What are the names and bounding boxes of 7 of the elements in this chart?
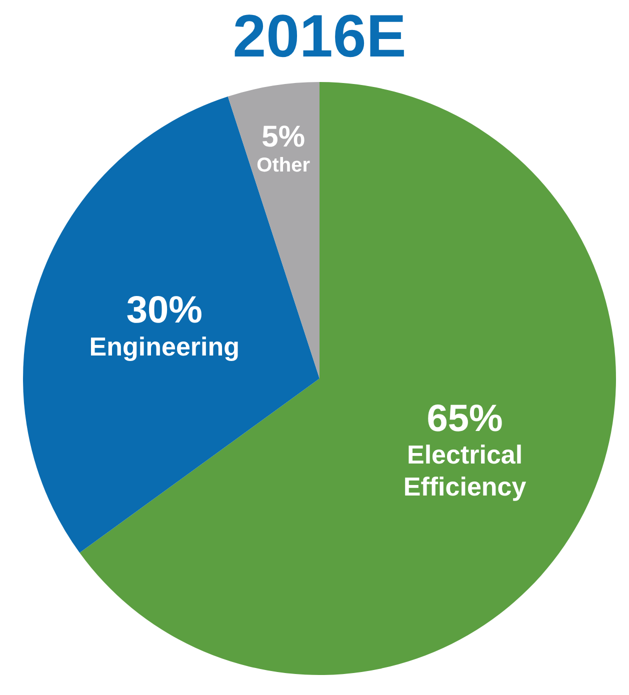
data-label: 65%: [426, 398, 503, 440]
slice-label: Other: [256, 154, 310, 177]
data-label: 5%: [262, 120, 305, 154]
data-label: 30%: [126, 290, 202, 332]
slice-label: Engineering: [89, 331, 240, 362]
slice-label: Electrical Efficiency: [403, 440, 527, 502]
chart-title: 2016E: [232, 2, 406, 70]
